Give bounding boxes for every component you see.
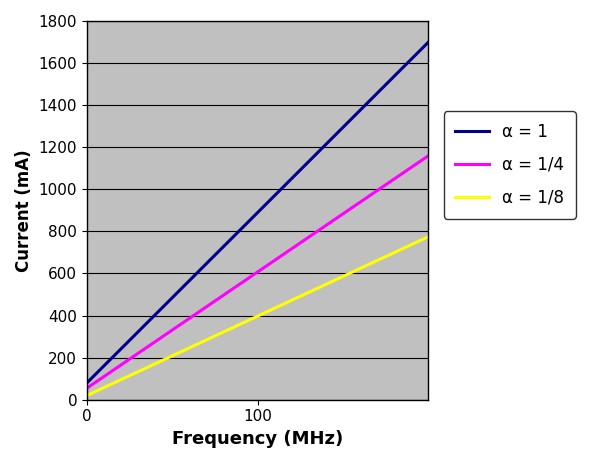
Legend: α = 1, α = 1/4, α = 1/8: α = 1, α = 1/4, α = 1/8 xyxy=(444,111,576,219)
Y-axis label: Current (mA): Current (mA) xyxy=(15,149,33,272)
X-axis label: Frequency (MHz): Frequency (MHz) xyxy=(172,430,343,448)
